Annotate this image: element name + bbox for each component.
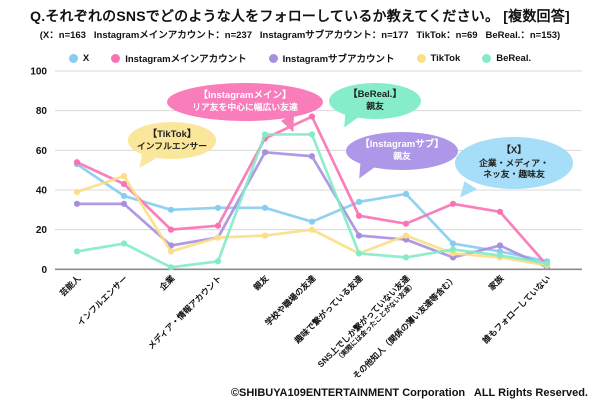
legend-dot <box>68 53 78 63</box>
data-point <box>120 200 128 207</box>
data-point <box>449 246 457 253</box>
data-point <box>167 206 175 213</box>
data-point <box>261 149 269 156</box>
data-point <box>214 234 222 241</box>
data-point <box>120 192 128 200</box>
data-point <box>543 260 551 267</box>
data-point <box>120 172 128 180</box>
data-point <box>402 190 410 198</box>
data-point <box>120 240 128 247</box>
data-point <box>308 218 316 225</box>
x-tick-label: インフルエンサー <box>75 273 129 327</box>
callout-title: 【Instagramメイン】 <box>198 90 292 102</box>
data-point <box>214 258 222 265</box>
data-point <box>214 204 222 211</box>
callout-bereal: 【BeReal.】 親友 <box>329 83 421 132</box>
data-point <box>355 232 363 239</box>
data-point <box>308 113 316 120</box>
data-point <box>355 212 363 219</box>
data-point <box>261 204 269 211</box>
data-point <box>73 248 81 255</box>
legend-label: BeReal. <box>496 52 532 64</box>
callout-title: 【Instagramサブ】 <box>360 139 444 151</box>
callout-instagram-sub: 【Instagramサブ】 親友 <box>346 132 458 183</box>
data-point <box>402 254 410 261</box>
data-point <box>449 200 457 207</box>
data-point <box>496 252 504 259</box>
x-tick-label: 家族 <box>486 273 505 292</box>
legend: X Instagramメインアカウント Instagramサブアカウント TikTok… <box>0 51 600 65</box>
callout-title: 【X】 <box>501 145 527 157</box>
legend-item-X: X <box>68 52 90 64</box>
legend-item-BeReal.: BeReal. <box>482 53 531 64</box>
legend-item-Instagramサブアカウント: Instagramサブアカウント <box>268 51 395 65</box>
y-tick-label: 0 <box>41 265 47 276</box>
legend-dot <box>416 53 426 63</box>
callout-body: 企業・メディア・ ネッ友・趣味友 <box>479 157 549 180</box>
legend-label: Instagramメインアカウント <box>125 54 247 65</box>
data-point <box>308 131 316 138</box>
data-point <box>214 222 222 229</box>
legend-label: X <box>82 52 90 64</box>
callout-body: リア友を中心に幅広い友達 <box>192 102 298 113</box>
legend-item-Instagramメインアカウント: Instagramメインアカウント <box>111 51 247 65</box>
data-point <box>261 232 269 239</box>
legend-label: Instagramサブアカウント <box>282 54 395 65</box>
data-point <box>73 200 81 207</box>
legend-dot <box>111 53 121 63</box>
y-tick-label: 80 <box>36 106 48 117</box>
x-tick-label: 企業 <box>157 273 177 293</box>
data-point <box>261 131 269 138</box>
callout-body: インフルエンサー <box>136 140 208 151</box>
data-point <box>355 250 363 257</box>
data-point <box>73 159 81 166</box>
y-tick-label: 40 <box>36 185 48 196</box>
callout-x: 【X】 企業・メディア・ ネッ友・趣味友 <box>455 137 573 203</box>
legend-label: TikTok <box>430 52 461 64</box>
callout-title: 【TikTok】 <box>147 128 197 140</box>
y-tick-label: 20 <box>36 225 48 236</box>
sample-sizes-subtitle: (X：n=163 Instagramメインアカウント：n=237 Instagr… <box>39 30 561 41</box>
data-point <box>308 226 316 233</box>
copyright-notice: ©SHIBUYA109ENTERTAINMENT Corporation ALL… <box>230 387 588 399</box>
data-point <box>73 188 81 196</box>
callout-tiktok: 【TikTok】 インフルエンサー <box>128 122 216 173</box>
legend-item-TikTok: TikTok <box>416 52 461 64</box>
data-point <box>402 220 410 227</box>
x-tick-label: 親友 <box>251 273 270 292</box>
legend-dot <box>268 53 278 63</box>
callout-title: 【BeReal.】 <box>348 89 402 101</box>
data-point <box>120 180 128 188</box>
data-point <box>167 264 175 271</box>
data-point <box>308 153 316 160</box>
y-tick-label: 60 <box>36 146 48 157</box>
x-tick-label: 学校や職場の友達 <box>263 273 318 328</box>
data-point <box>402 232 410 239</box>
data-point <box>496 208 504 215</box>
callout-instagram-main: 【Instagramメイン】 リア友を中心に幅広い友達 <box>167 83 323 135</box>
callout-body: 親友 <box>366 101 384 112</box>
data-point <box>449 240 457 247</box>
legend-dot <box>482 53 492 63</box>
data-point <box>355 198 363 205</box>
x-tick-label: 芸能人 <box>58 273 83 298</box>
data-point <box>167 226 175 233</box>
y-tick-label: 100 <box>30 67 47 78</box>
page-title: Q.それぞれのSNSでどのような人をフォローしているか教えてください。 [複数回… <box>30 8 570 24</box>
data-point <box>496 242 504 249</box>
callout-body: 親友 <box>393 151 411 162</box>
data-point <box>167 248 175 255</box>
